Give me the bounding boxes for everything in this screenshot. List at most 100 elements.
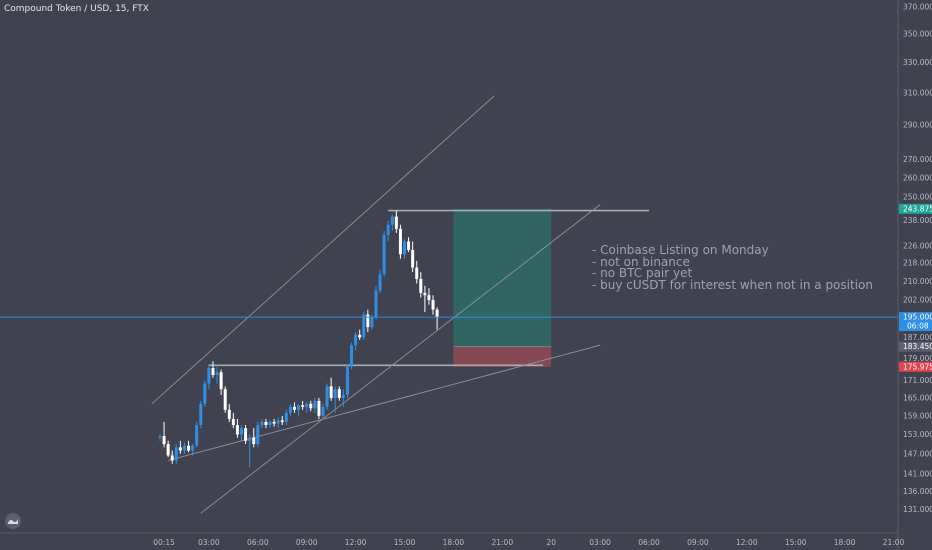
candle-body <box>358 334 362 338</box>
note-line: - buy cUSDT for interest when not in a p… <box>592 277 873 292</box>
candle-body <box>386 224 390 236</box>
candle-body <box>215 372 219 376</box>
candle-body <box>244 428 248 441</box>
price-tick-label: 218.000 <box>903 259 932 268</box>
candle-body <box>394 216 398 229</box>
candle-body <box>162 436 166 445</box>
tradingview-logo-icon[interactable] <box>5 513 21 529</box>
candle-body <box>182 445 186 451</box>
candle-body <box>329 386 333 398</box>
candle-body <box>382 235 386 275</box>
trendline <box>168 344 601 461</box>
note-line: - not on binance <box>592 254 690 269</box>
candle-body <box>264 421 268 426</box>
price-tick-label: 290.000 <box>903 121 932 130</box>
candle-body <box>407 241 411 250</box>
candle-body <box>223 389 227 410</box>
price-tag-label: 243.875 <box>903 204 932 213</box>
position-zones <box>453 208 552 367</box>
price-tick-label: 179.000 <box>903 354 932 363</box>
candle-body <box>313 400 317 409</box>
candle-body <box>203 383 207 404</box>
price-tick-label: 330.000 <box>903 58 932 67</box>
candle-body <box>427 295 431 301</box>
candle-body <box>374 290 378 318</box>
price-tick-label: 370.000 <box>903 3 932 12</box>
candle-body <box>378 274 382 291</box>
price-tag-target <box>899 203 932 214</box>
price-tick-label: 310.000 <box>903 88 932 97</box>
horizontal-lines <box>208 209 649 367</box>
candle-body <box>419 278 423 293</box>
candle-body <box>252 437 256 445</box>
candle-body <box>333 389 337 398</box>
candle-body <box>398 228 402 255</box>
price-tick-label: 136.000 <box>903 487 932 496</box>
price-axis-labels[interactable]: 370.000 350.000 330.000 310.000 290.000 270.0… <box>903 3 932 514</box>
price-tag-countdown: 06:08 <box>907 322 929 331</box>
candle-body <box>366 314 370 328</box>
candle-body <box>240 428 243 435</box>
candle-body <box>309 403 313 409</box>
symbol-title[interactable]: Compound Token / USD, 15, FTX <box>4 4 149 14</box>
time-tick-label: 15:00 <box>785 538 807 547</box>
price-tick-label: 147.000 <box>903 449 932 458</box>
candle-body <box>370 317 374 328</box>
price-tick-label: 187.000 <box>903 333 932 342</box>
price-tick-label: 226.000 <box>903 241 932 250</box>
candle-body <box>207 368 211 384</box>
candle-body <box>305 403 309 407</box>
candle-body <box>345 366 349 395</box>
candle-body <box>362 314 366 338</box>
time-tick-label: 18:00 <box>834 538 856 547</box>
candle-body <box>174 447 178 461</box>
price-tick-label: 350.000 <box>903 30 932 39</box>
candle-body <box>272 421 276 424</box>
price-tick-label: 210.000 <box>903 277 932 286</box>
candle-body <box>411 249 415 268</box>
candle-body <box>317 400 321 416</box>
candle-body <box>325 386 329 407</box>
note-line: - Coinbase Listing on Monday <box>592 243 769 257</box>
candle-body <box>260 421 264 426</box>
price-tick-label: 250.000 <box>903 192 932 201</box>
price-tag-label: 195.000 <box>903 313 932 322</box>
price-tag-current <box>899 312 932 332</box>
candle-body <box>354 334 358 346</box>
candle-body <box>423 292 427 296</box>
price-tick-label: 159.000 <box>903 411 932 420</box>
price-tick-label: 260.000 <box>903 173 932 182</box>
loss-zone <box>453 346 552 367</box>
candle-body <box>256 425 260 445</box>
time-tick-label: 18:00 <box>443 538 465 547</box>
time-tick-label: 06:00 <box>638 538 660 547</box>
time-axis-labels[interactable]: 00:15 03:00 06:00 09:00 12:00 15:00 18:00 21:00… <box>153 538 904 547</box>
time-tick-label: 03:00 <box>198 538 220 547</box>
price-tick-label: 153.000 <box>903 430 932 439</box>
candle-body <box>268 421 272 426</box>
time-tick-label: 09:00 <box>687 538 709 547</box>
profit-zone <box>453 208 552 347</box>
time-tick-label: 21:00 <box>883 538 905 547</box>
time-tick-label: 12:00 <box>345 538 367 547</box>
price-tick-label: 171.000 <box>903 376 932 385</box>
price-tick-label: 270.000 <box>903 155 932 164</box>
trendline <box>151 95 495 405</box>
candle-body <box>276 420 280 424</box>
candle-body <box>292 406 296 410</box>
candle-body <box>288 406 292 413</box>
price-tick-label: 141.000 <box>903 470 932 479</box>
price-tag-stop <box>899 361 932 372</box>
time-tick-label: 15:00 <box>394 538 416 547</box>
chart-notes: - Coinbase Listing on Monday - not on bi… <box>592 243 873 292</box>
trendline <box>200 204 601 514</box>
time-tick-label: 21:00 <box>491 538 513 547</box>
candle-body <box>301 405 305 407</box>
candle-body <box>231 418 235 426</box>
note-line: - no BTC pair yet <box>592 266 693 280</box>
candle-body <box>191 445 195 451</box>
candle-body <box>337 389 341 398</box>
